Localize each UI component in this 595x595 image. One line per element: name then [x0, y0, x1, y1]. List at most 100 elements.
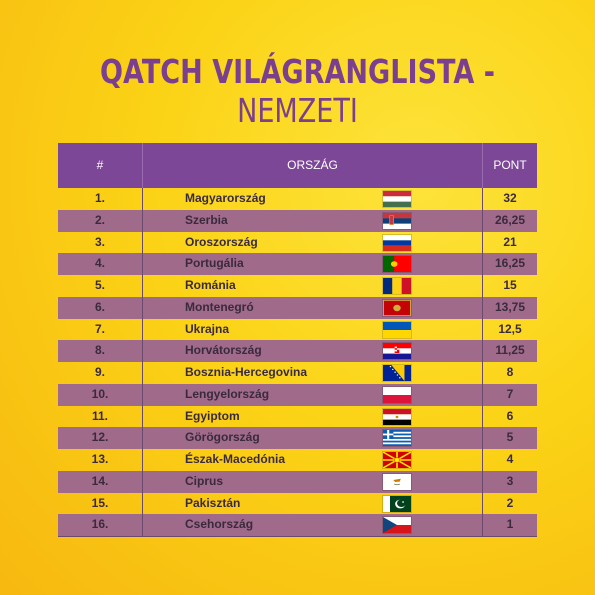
- table-row: 5. Románia 15: [58, 275, 537, 297]
- country-name: Szerbia: [185, 212, 228, 227]
- country-name: Horvátország: [185, 343, 262, 358]
- ukraine-flag-icon: [383, 321, 411, 338]
- rank-cell: 13.: [91, 452, 109, 466]
- country-cell: Csehország: [142, 514, 483, 536]
- hungary-flag-icon: [383, 191, 411, 207]
- table-row: 9. Bosznia-Hercegovina 8: [58, 362, 537, 384]
- country-name: Egyiptom: [185, 408, 240, 423]
- rank-cell: 1.: [94, 191, 105, 205]
- rank-cell: 6.: [94, 299, 105, 314]
- points-cell: 1: [506, 517, 514, 532]
- header-num: #: [96, 158, 104, 172]
- rank-cell: 8.: [94, 343, 105, 358]
- cyprus-flag-icon: [383, 473, 411, 490]
- points-cell: 7: [506, 386, 514, 401]
- table-row: 10. Lengyelország 7: [58, 383, 537, 406]
- country-name: Észak-Macedónia: [185, 452, 286, 466]
- table-row: 13. Észak-Macedónia 4: [58, 449, 537, 471]
- points-cell: 13,75: [494, 299, 526, 314]
- table-header: # ORSZÁG PONT: [58, 143, 537, 188]
- table-row: 12. Görögország 5: [58, 427, 537, 449]
- points-cell: 2: [506, 495, 514, 510]
- country-cell: Pakisztán: [142, 492, 483, 515]
- country-cell: Bosznia-Hercegovina: [142, 362, 483, 384]
- country-name: Montenegró: [185, 299, 254, 314]
- rank-cell: 2.: [94, 212, 105, 227]
- rank-cell: 11.: [91, 408, 109, 423]
- country-cell: Magyarország: [142, 188, 483, 210]
- country-cell: Oroszország: [142, 231, 483, 254]
- header-points: PONT: [493, 158, 527, 172]
- rank-cell: 7.: [94, 321, 105, 336]
- rank-cell: 16.: [91, 517, 109, 532]
- poland-flag-icon: [383, 386, 411, 403]
- rank-cell: 15.: [91, 495, 109, 510]
- table-row: 7. Ukrajna 12,5: [58, 318, 537, 341]
- points-cell: 6: [506, 408, 514, 423]
- country-cell: Románia: [142, 275, 483, 297]
- table-body: 1. Magyarország 32 2. Szerbia 26,25 3. Oroszors…: [58, 188, 537, 536]
- country-cell: Észak-Macedónia: [142, 449, 483, 471]
- table-row: 15. Pakisztán 2: [58, 492, 537, 515]
- points-cell: 15: [503, 278, 517, 292]
- rank-cell: 10.: [91, 386, 109, 401]
- romania-flag-icon: [383, 278, 411, 294]
- country-cell: Ciprus: [142, 470, 483, 493]
- greece-flag-icon: [383, 430, 411, 447]
- country-name: Románia: [185, 278, 236, 292]
- country-cell: Görögország: [142, 427, 483, 449]
- table-row: 6. Montenegró 13,75: [58, 296, 537, 319]
- table-row: 4. Portugália 16,25: [58, 253, 537, 275]
- country-name: Csehország: [185, 517, 254, 532]
- country-name: Görögország: [185, 430, 260, 445]
- points-cell: 16,25: [494, 256, 526, 271]
- country-cell: Ukrajna: [142, 318, 483, 341]
- table-row: 14. Ciprus 3: [58, 470, 537, 493]
- ranking-table: # ORSZÁG PONT 1. Magyarország 32 2. Szerbia 2…: [58, 143, 537, 537]
- rank-cell: 4.: [94, 256, 105, 271]
- points-cell: 5: [506, 430, 514, 445]
- page-title: QATCH VILÁGRANGLISTA - NEMZETI: [54, 52, 542, 130]
- table-row: 11. Egyiptom 6: [58, 405, 537, 428]
- rank-cell: 5.: [94, 278, 105, 292]
- points-cell: 32: [503, 191, 517, 205]
- russia-flag-icon: [383, 234, 411, 251]
- country-name: Bosznia-Hercegovina: [185, 365, 308, 379]
- portugal-flag-icon: [383, 256, 411, 273]
- points-cell: 8: [506, 365, 514, 379]
- country-name: Oroszország: [185, 234, 258, 249]
- egypt-flag-icon: [383, 408, 411, 425]
- country-name: Pakisztán: [185, 495, 241, 510]
- points-cell: 3: [506, 473, 514, 488]
- title-bold: QATCH VILÁGRANGLISTA: [99, 52, 475, 91]
- pakistan-flag-icon: [383, 495, 411, 512]
- country-cell: Lengyelország: [142, 383, 483, 406]
- montenegro-flag-icon: [383, 299, 411, 316]
- north-macedonia-flag-icon: [382, 451, 412, 469]
- table-row: 1. Magyarország 32: [58, 188, 537, 210]
- country-cell: Egyiptom: [142, 405, 483, 428]
- table-row: 3. Oroszország 21: [58, 231, 537, 254]
- bosnia-flag-icon: [383, 365, 411, 381]
- country-cell: Portugália: [142, 253, 483, 275]
- country-name: Lengyelország: [185, 386, 270, 401]
- rank-cell: 12.: [91, 430, 109, 445]
- title-light: NEMZETI: [237, 91, 358, 130]
- rank-cell: 9.: [94, 365, 105, 379]
- serbia-flag-icon: [383, 212, 411, 229]
- country-cell: Horvátország: [142, 340, 483, 362]
- points-cell: 11,25: [495, 343, 525, 358]
- rank-cell: 3.: [94, 234, 105, 249]
- country-cell: Montenegró: [142, 296, 483, 319]
- country-name: Ciprus: [185, 473, 224, 488]
- header-country: ORSZÁG: [142, 143, 483, 188]
- table-row: 16. Csehország 1: [58, 514, 537, 536]
- country-cell: Szerbia: [142, 209, 483, 232]
- title-dash: -: [474, 52, 496, 91]
- country-name: Ukrajna: [185, 321, 230, 336]
- points-cell: 21: [503, 234, 517, 249]
- croatia-flag-icon: [383, 343, 411, 360]
- table-row: 8. Horvátország 11,25: [58, 340, 537, 362]
- points-cell: 26,25: [494, 212, 526, 227]
- table-row: 2. Szerbia 26,25: [58, 209, 537, 232]
